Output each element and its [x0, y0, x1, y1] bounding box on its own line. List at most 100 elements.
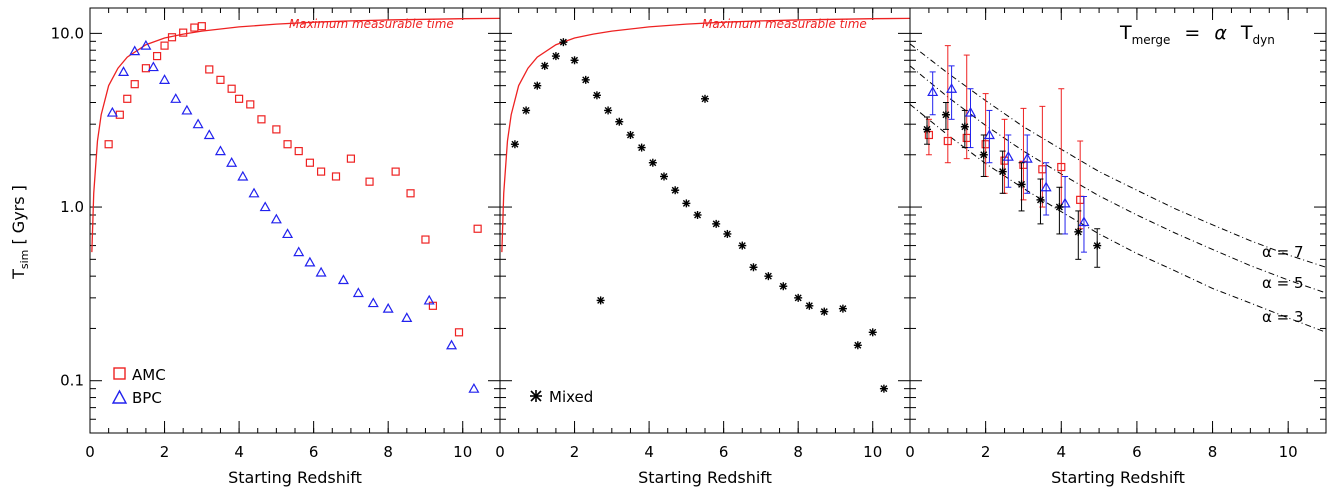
- data-point: [190, 23, 199, 32]
- data-point: [712, 219, 721, 228]
- formula-label: Tmerge = α Tdyn: [1119, 22, 1275, 47]
- x-tick-label: 8: [383, 443, 393, 461]
- series-mixed: [510, 38, 888, 393]
- data-point: [637, 143, 646, 152]
- data-point: [259, 201, 271, 212]
- fit-curve: [909, 104, 1327, 333]
- data-point: [205, 65, 214, 74]
- data-point: [106, 106, 118, 117]
- data-point: [510, 140, 519, 149]
- data-point: [604, 106, 613, 115]
- data-point: [129, 45, 141, 56]
- data-point: [693, 210, 702, 219]
- data-point: [581, 75, 590, 84]
- data-point: [1036, 195, 1045, 204]
- panel-right: 0 2 4 6 8 10 Starting Redshift: [905, 7, 1327, 487]
- data-point: [293, 246, 305, 257]
- data-point: [533, 81, 542, 90]
- data-point: [454, 328, 464, 337]
- data-point: [192, 118, 204, 129]
- data-point: [468, 382, 480, 393]
- data-point: [226, 156, 238, 167]
- legend-amc-label: AMC: [132, 366, 166, 384]
- data-point: [382, 302, 394, 313]
- data-point: [764, 272, 773, 281]
- data-point: [660, 172, 668, 181]
- y-axis-title: Tsim [ Gyrs ]: [9, 185, 31, 280]
- legend-amc-marker: [113, 367, 126, 380]
- series-amc: [104, 22, 482, 337]
- data-point: [701, 94, 709, 103]
- plot-frame: [909, 7, 1327, 434]
- data-point: [294, 146, 303, 156]
- max-time-label-left: Maximum measurable time: [289, 17, 454, 31]
- data-point: [979, 150, 988, 159]
- x-tick-label: 6: [309, 443, 319, 461]
- x-tick-label: 0: [85, 443, 95, 461]
- data-point: [1078, 216, 1090, 227]
- series-bpc: [106, 39, 480, 393]
- x-tick-label: 4: [1056, 443, 1066, 461]
- data-point: [337, 274, 349, 285]
- data-point: [1074, 227, 1083, 236]
- data-point: [779, 282, 788, 291]
- data-point: [104, 140, 113, 149]
- data-point: [160, 41, 169, 50]
- data-point: [346, 154, 356, 163]
- data-point: [1055, 203, 1064, 212]
- data-point: [1002, 150, 1014, 161]
- data-point: [352, 287, 364, 298]
- data-point: [391, 167, 400, 176]
- data-point: [304, 256, 316, 267]
- data-point: [197, 22, 206, 31]
- x-axis-title: Starting Redshift: [1051, 468, 1185, 487]
- plot-frame: [499, 7, 911, 434]
- data-point: [983, 129, 995, 140]
- data-point: [170, 93, 182, 103]
- data-point: [671, 186, 680, 195]
- data-point: [179, 28, 188, 37]
- legend-bpc-marker: [111, 389, 128, 404]
- data-point: [1057, 162, 1066, 172]
- data-point: [282, 228, 294, 239]
- x-tick-label: 10: [453, 443, 472, 461]
- data-point: [805, 301, 814, 310]
- data-point: [943, 136, 952, 146]
- data-point: [406, 189, 415, 198]
- data-point: [421, 235, 430, 244]
- data-point: [551, 52, 560, 61]
- data-point: [615, 117, 624, 126]
- data-point: [738, 241, 747, 250]
- data-point: [592, 91, 601, 100]
- data-point: [927, 86, 939, 97]
- data-point: [257, 115, 266, 124]
- x-tick-label: 2: [570, 443, 580, 461]
- data-point: [246, 100, 255, 109]
- data-point: [446, 339, 458, 350]
- alpha-3-label: α = 3: [1262, 308, 1304, 326]
- y-tick-label: 10.0: [51, 24, 84, 42]
- data-point: [203, 129, 215, 140]
- panel-middle: 0 2 4 6 8 10 Starting Redshift: [495, 7, 911, 487]
- data-point: [749, 263, 758, 272]
- data-point: [130, 80, 139, 89]
- x-tick-label: 10: [863, 443, 882, 461]
- x-tick-label: 2: [981, 443, 991, 461]
- x-tick-label: 6: [719, 443, 729, 461]
- x-tick-label: 4: [644, 443, 654, 461]
- data-point: [214, 145, 226, 156]
- panel-left: 0 2 4 6 8 10 0.1 1.0 10.0 Starting Redshift: [51, 7, 501, 487]
- max-time-curve: [501, 17, 911, 253]
- data-point: [879, 384, 888, 393]
- x-tick-label: 0: [905, 443, 915, 461]
- data-point: [423, 294, 435, 305]
- data-point: [626, 130, 635, 139]
- data-point: [540, 61, 549, 70]
- data-point: [140, 39, 152, 50]
- alpha-7-label: α = 7: [1262, 243, 1304, 261]
- x-tick-label: 0: [495, 443, 505, 461]
- data-point: [167, 33, 177, 42]
- series-mixed: [923, 101, 1102, 268]
- data-point: [941, 110, 950, 119]
- data-point: [998, 167, 1007, 176]
